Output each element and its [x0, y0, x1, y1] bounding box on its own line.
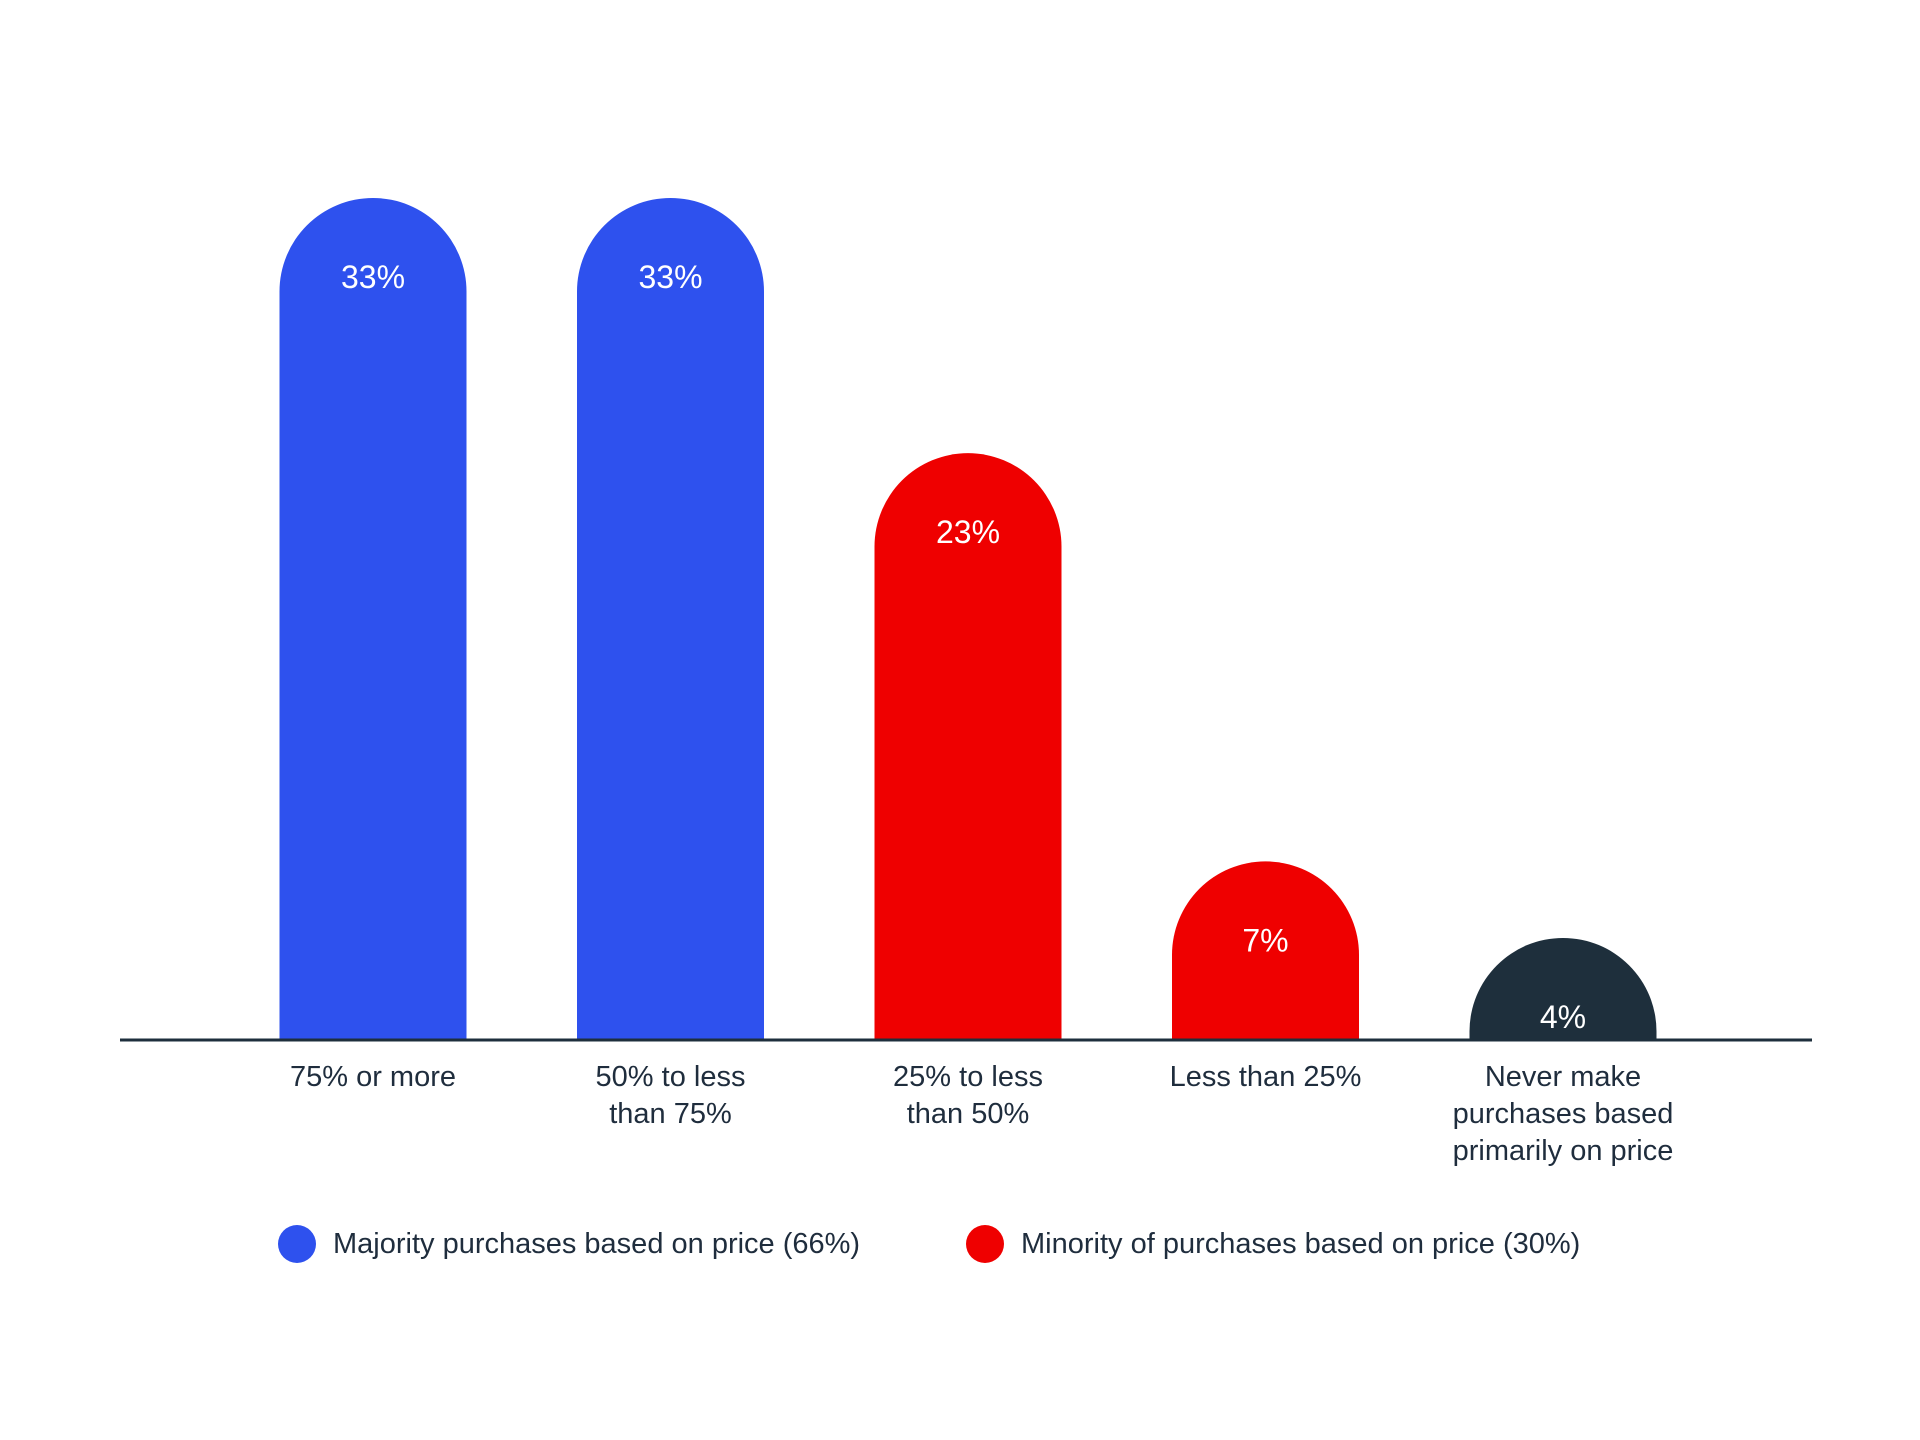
data-label-1: 33% [341, 259, 405, 295]
category-label-line: Less than 25% [1170, 1061, 1362, 1093]
legend-swatch-minority [966, 1225, 1004, 1263]
category-label-3: 25% to less than 50% [893, 1061, 1043, 1130]
bar-4 [1172, 861, 1359, 1040]
legend-label-majority: Majority purchases based on price (66%) [333, 1227, 861, 1260]
bar-5 [1469, 937, 1657, 1040]
data-label-2: 33% [638, 259, 702, 295]
category-label-line: 75% or more [290, 1061, 456, 1093]
category-label-line: purchases based [1453, 1098, 1674, 1130]
bar-2 [577, 198, 764, 1041]
category-label-line: primarily on price [1453, 1135, 1674, 1167]
category-label-4: Less than 25% [1170, 1061, 1362, 1093]
category-label-line: than 75% [609, 1098, 732, 1130]
legend-swatch-majority [278, 1225, 316, 1263]
data-label-3: 23% [936, 514, 1000, 550]
data-label-5: 4% [1540, 999, 1586, 1035]
legend: Majority purchases based on price (66%) … [0, 1214, 1920, 1274]
category-labels: 75% or more 50% to less than 75% 25% to les… [290, 1061, 1673, 1167]
category-label-line: 50% to less [596, 1061, 746, 1093]
category-label-5: Never make purchases based primarily on pr… [1453, 1061, 1674, 1167]
category-label-line: than 50% [907, 1098, 1030, 1130]
data-label-4: 7% [1242, 922, 1288, 958]
category-label-line: Never make [1485, 1061, 1641, 1093]
category-label-2: 50% to less than 75% [596, 1061, 746, 1130]
bars [279, 198, 1657, 1041]
bar-1 [279, 198, 467, 1041]
bar-3 [874, 453, 1062, 1040]
data-labels: 33% 33% 23% 7% 4% [341, 259, 1586, 1035]
legend-label-minority: Minority of purchases based on price (30… [1021, 1227, 1581, 1260]
category-label-line: 25% to less [893, 1061, 1043, 1093]
category-label-1: 75% or more [290, 1061, 456, 1093]
legend-item-minority: Minority of purchases based on price (30… [966, 1214, 1580, 1274]
legend-item-majority: Majority purchases based on price (66%) [278, 1214, 860, 1274]
